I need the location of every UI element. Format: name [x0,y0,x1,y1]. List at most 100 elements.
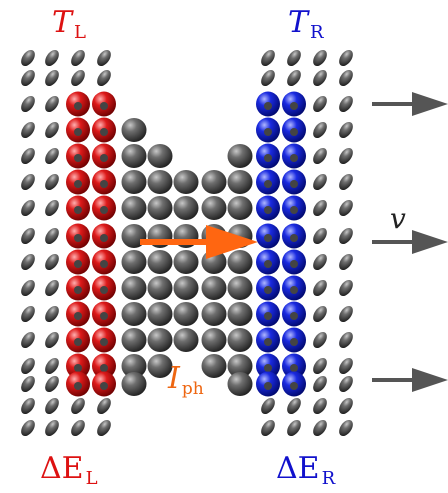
atom [287,397,301,415]
atom [313,121,327,139]
atom [21,227,35,245]
atom [45,331,59,349]
atom [45,199,59,217]
atom [147,250,173,274]
atom [121,328,147,352]
atom [121,196,147,220]
atom [227,250,253,274]
atom [201,196,227,220]
atom [121,118,147,142]
atom [45,397,59,415]
atom [227,302,253,326]
atom [227,372,253,396]
atom [97,397,111,415]
atom-core [264,102,272,110]
atom-core [74,206,82,214]
atom [121,144,147,168]
atom-core [100,234,108,242]
atom [97,419,111,437]
energy-left-label: ΔE L [40,451,98,489]
atom [21,331,35,349]
atom-core [100,260,108,268]
atom [339,305,353,323]
atom [287,69,301,87]
atom [173,302,199,326]
atom-core [74,364,82,372]
atom-core [74,260,82,268]
atom [45,253,59,271]
atom [313,357,327,375]
atom [313,331,327,349]
atom [147,276,173,300]
atom [227,170,253,194]
atom-core [290,234,298,242]
atom-core [290,286,298,294]
atom [45,305,59,323]
atom [21,397,35,415]
atom [339,69,353,87]
atom-core [264,128,272,136]
atom [173,170,199,194]
atom-core [100,154,108,162]
atom-core [264,206,272,214]
atom-core [100,180,108,188]
atom [339,357,353,375]
atom [45,357,59,375]
velocity-arrow-middle [372,230,448,254]
atom [339,253,353,271]
atom-core [74,180,82,188]
atom [313,279,327,297]
atom [21,121,35,139]
atom [71,69,85,87]
atom [339,49,353,67]
atom [121,170,147,194]
atom [45,121,59,139]
atom [313,253,327,271]
atom [339,397,353,415]
atom [227,144,253,168]
atom [21,147,35,165]
atom [45,147,59,165]
atom [339,95,353,113]
atom [21,199,35,217]
atom-core [264,234,272,242]
atom [21,253,35,271]
atom [121,250,147,274]
velocity-arrows [372,92,448,392]
atom [201,276,227,300]
atom [313,199,327,217]
atom-core [290,102,298,110]
velocity-arrow-bottom [372,368,448,392]
velocity-arrow-top [372,92,448,116]
atom [339,199,353,217]
atom [201,328,227,352]
atom [339,227,353,245]
atom [147,144,173,168]
atom [227,354,253,378]
atom-core [290,180,298,188]
atom [173,196,199,220]
atom [261,49,275,67]
atom [287,419,301,437]
atom [21,375,35,393]
atom [45,375,59,393]
atom [97,49,111,67]
atom [201,170,227,194]
atom [313,147,327,165]
atom [121,372,147,396]
atom [173,276,199,300]
atom [339,121,353,139]
atom [261,69,275,87]
atom-core [74,154,82,162]
atom [339,331,353,349]
atom [227,276,253,300]
atom-core [290,260,298,268]
atom [45,95,59,113]
atom [147,196,173,220]
atom [45,419,59,437]
atom [313,375,327,393]
atom [97,69,111,87]
atom-core [74,102,82,110]
